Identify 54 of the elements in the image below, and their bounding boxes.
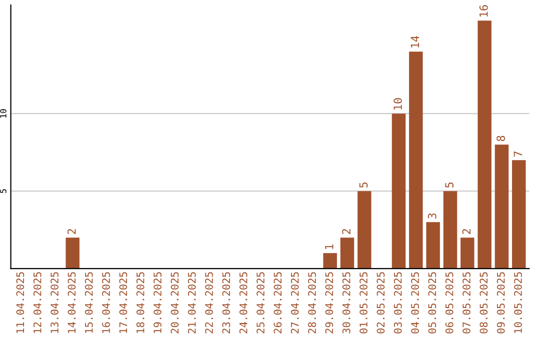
data-label: 2 [67,229,76,234]
x-tick-label: 02.05.2025 [376,272,385,334]
x-tick-label: 07.05.2025 [462,272,470,334]
bar [512,160,526,269]
x-tick-label: 19.04.2025 [154,272,162,333]
bar [478,20,492,269]
x-tick-label: 14.04.2025 [68,272,76,333]
bar [409,52,423,269]
x-tick-label: 22.04.2025 [205,272,213,334]
bar [460,238,474,269]
x-tick-label: 24.04.2025 [239,272,248,334]
x-tick-label: 11.04.2025 [16,272,24,333]
x-tick-label: 20.04.2025 [170,272,179,334]
x-tick-label: 08.05.2025 [480,272,488,334]
x-tick-label: 28.04.2025 [308,272,316,334]
data-label: 2 [462,229,470,234]
x-tick-label: 09.05.2025 [496,272,505,334]
x-tick-label: 16.04.2025 [102,272,110,333]
x-tick-label: 21.04.2025 [188,272,196,334]
x-tick-label: 10.05.2025 [514,272,522,333]
x-tick-label: 26.04.2025 [274,272,282,334]
data-label: 16 [479,5,488,16]
x-tick-label: 04.05.2025 [411,272,419,334]
x-tick-label: 18.04.2025 [136,272,144,333]
x-tick-label: 01.05.2025 [360,272,368,334]
data-label: 3 [428,213,436,219]
data-label: 10 [394,98,402,110]
bar [443,191,458,269]
bar [323,253,337,269]
data-label: 8 [496,136,505,142]
data-label: 2 [342,229,350,234]
bar [66,238,80,269]
x-tick-label: 06.05.2025 [445,272,454,334]
x-tick-label: 17.04.2025 [119,272,128,333]
x-tick-label: 15.04.2025 [84,272,93,333]
data-label: 7 [514,151,522,157]
x-tick-label: 27.04.2025 [290,272,299,334]
x-tick-label: 13.04.2025 [50,272,58,333]
x-tick-label: 03.05.2025 [394,272,402,334]
data-label: 14 [410,36,420,48]
x-tick-label: 12.04.2025 [33,272,42,333]
bar [494,144,509,269]
x-tick-label: 25.04.2025 [256,272,264,334]
data-label: 5 [359,182,368,188]
bar [392,114,406,269]
x-tick-label: 05.05.2025 [428,272,436,334]
bar [358,191,372,269]
x-tick-label: 23.04.2025 [222,272,230,334]
x-tick-label: 29.04.2025 [325,272,334,334]
bar [426,222,440,269]
data-label: 1 [325,244,334,249]
bar [340,238,354,269]
data-label: 5 [445,182,454,188]
x-tick-label: 30.04.2025 [342,272,350,334]
